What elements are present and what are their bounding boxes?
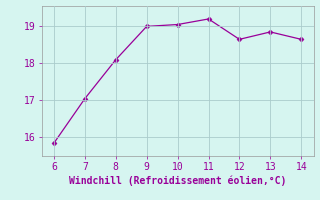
X-axis label: Windchill (Refroidissement éolien,°C): Windchill (Refroidissement éolien,°C) [69, 176, 286, 186]
